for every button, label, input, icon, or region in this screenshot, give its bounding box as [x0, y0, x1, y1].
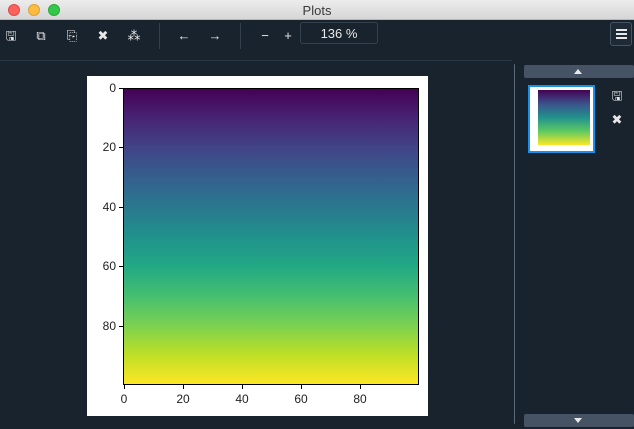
plot-thumbnail[interactable] [528, 85, 595, 153]
y-tick-mark [119, 266, 123, 267]
heatmap-image [123, 88, 419, 385]
options-menu-button[interactable] [610, 22, 632, 46]
window-title: Plots [302, 3, 332, 18]
window-titlebar: Plots [0, 0, 634, 20]
close-plot-icon[interactable]: ✖ [97, 28, 109, 43]
splitter-handle[interactable] [514, 64, 516, 424]
x-tick-label: 80 [353, 392, 367, 406]
x-tick-label: 20 [176, 392, 190, 406]
zoom-out-icon[interactable]: − [261, 28, 269, 43]
save-thumbnail-icon[interactable]: 🖫 [611, 88, 623, 103]
y-tick-mark [119, 207, 123, 208]
x-tick-mark [242, 385, 243, 389]
window-maximize-button[interactable] [48, 4, 60, 16]
window-minimize-button[interactable] [28, 4, 40, 16]
y-tick-mark [119, 147, 123, 148]
zoom-level-field[interactable]: 136 % [300, 22, 378, 44]
close-thumbnail-icon[interactable]: ✖ [611, 112, 623, 127]
thumbnail-scroll-up-button[interactable] [524, 65, 634, 78]
x-tick-label: 60 [294, 392, 308, 406]
arrow-down-icon [574, 418, 582, 423]
previous-plot-icon[interactable]: ← [177, 28, 191, 43]
x-tick-mark [301, 385, 302, 389]
arrow-up-icon [574, 69, 582, 74]
copy-icon[interactable]: ⎘ [66, 28, 78, 43]
zoom-in-icon[interactable]: + [284, 28, 292, 43]
y-tick-mark [119, 326, 123, 327]
close-all-icon[interactable]: ⁂ [127, 28, 141, 43]
x-tick-mark [360, 385, 361, 389]
menu-bar-icon [616, 29, 627, 31]
toolbar-separator [240, 23, 241, 49]
y-tick-label: 40 [102, 200, 116, 214]
toolbar-divider [0, 60, 512, 61]
menu-bar-icon [616, 37, 627, 39]
y-tick-mark [119, 88, 123, 89]
y-tick-label: 20 [102, 140, 116, 154]
x-tick-label: 40 [235, 392, 249, 406]
menu-bar-icon [616, 33, 627, 35]
x-tick-mark [183, 385, 184, 389]
save-all-icon[interactable]: ⧉ [36, 28, 46, 43]
toolbar-separator [159, 23, 160, 49]
next-plot-icon[interactable]: → [208, 28, 222, 43]
x-tick-mark [124, 385, 125, 389]
y-tick-label: 0 [109, 81, 116, 95]
save-plot-icon[interactable]: 🖫 [5, 28, 17, 43]
thumbnail-scroll-down-button[interactable] [524, 414, 634, 427]
x-tick-label: 0 [120, 392, 128, 406]
y-tick-label: 80 [102, 319, 116, 333]
thumbnail-heatmap [538, 90, 590, 145]
y-tick-label: 60 [102, 259, 116, 273]
plot-figure: 0 20 40 60 80 0 20 40 60 80 [87, 76, 428, 416]
window-close-button[interactable] [8, 4, 20, 16]
